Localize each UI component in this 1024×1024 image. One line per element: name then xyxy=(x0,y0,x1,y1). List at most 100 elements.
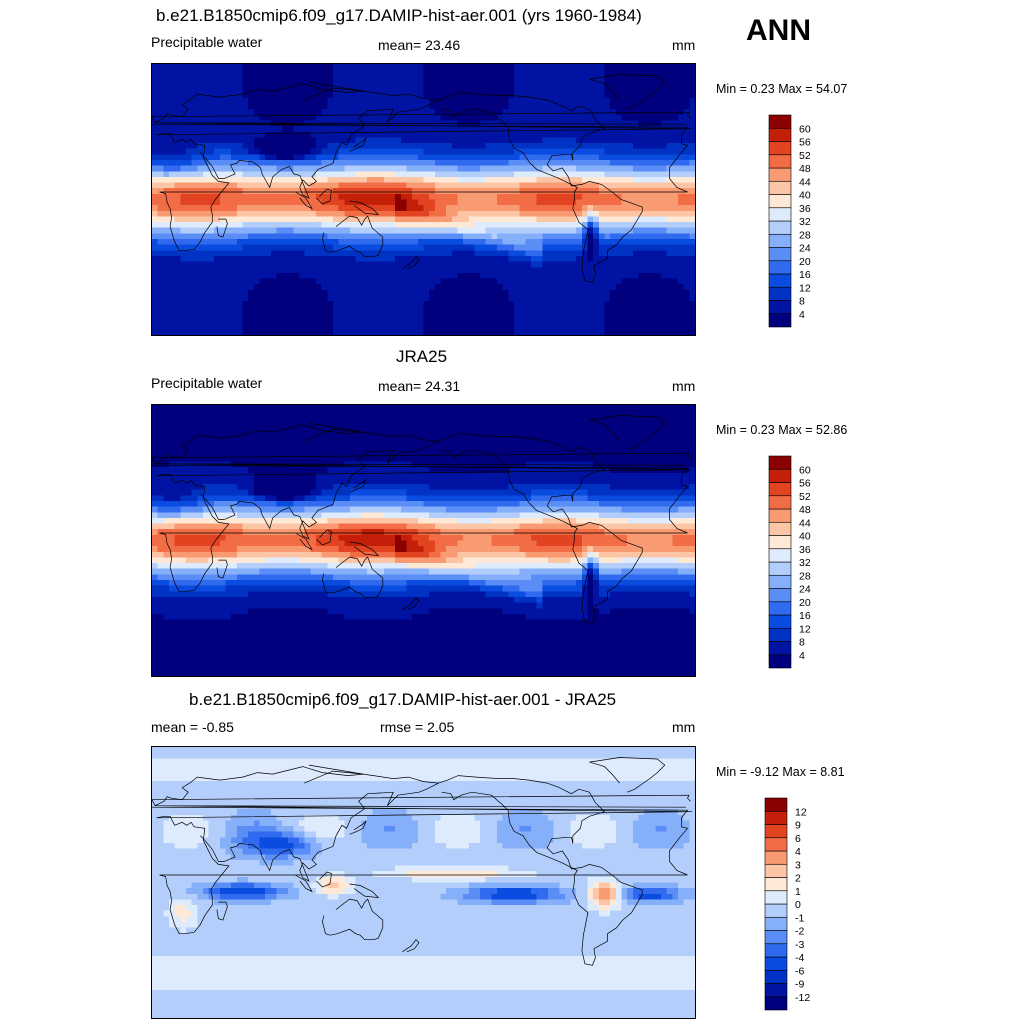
colorbar-tick-label: 4 xyxy=(795,846,801,858)
colorbar-tick-label: 6 xyxy=(795,833,801,845)
colorbar-tick-label: 60 xyxy=(799,123,811,135)
colorbar-tick-label: 56 xyxy=(799,137,811,149)
colorbar-tick-label: 0 xyxy=(795,899,801,911)
colorbar-box xyxy=(768,521,792,536)
colorbar-tick-label: 52 xyxy=(799,150,811,162)
panel3-minmax: Min = -9.12 Max = 8.81 xyxy=(716,765,845,779)
colorbar-box xyxy=(768,167,792,182)
colorbar-tick-label: -3 xyxy=(795,939,804,951)
colorbar-box xyxy=(768,207,792,222)
colorbar-tick-label: 32 xyxy=(799,216,811,228)
colorbar-box xyxy=(768,194,792,209)
colorbar-tick-label: -9 xyxy=(795,979,804,991)
colorbar-box xyxy=(764,956,788,971)
colorbar-tick-label: -1 xyxy=(795,912,804,924)
colorbar-box xyxy=(768,220,792,235)
panel3-map xyxy=(151,746,696,1019)
colorbar-box xyxy=(768,495,792,510)
colorbar-box xyxy=(768,574,792,589)
coastline xyxy=(152,415,693,624)
colorbar-box xyxy=(768,508,792,523)
colorbar-box xyxy=(764,797,788,812)
colorbar-box xyxy=(768,468,792,483)
colorbar-tick-label: -4 xyxy=(795,952,804,964)
panel3-rmse-label: rmse = 2.05 xyxy=(380,719,455,735)
colorbar-tick-label: 4 xyxy=(799,309,805,321)
panel3-mean-label: mean = -0.85 xyxy=(151,719,234,735)
colorbar-tick-label: 48 xyxy=(799,504,811,516)
colorbar-tick-label: -12 xyxy=(795,992,810,1004)
panel3-colorbar: -12 -9 -6 -4 -3 -2 -1 0 1 2 3 4 6 9 12 xyxy=(764,797,825,1013)
coastline xyxy=(152,757,693,966)
colorbar-box xyxy=(768,535,792,550)
colorbar-box xyxy=(768,180,792,195)
panel2-mean-label: mean= 24.31 xyxy=(378,378,461,394)
colorbar-tick-label: 28 xyxy=(799,570,811,582)
panel3-map-svg xyxy=(152,747,695,1018)
colorbar-tick-label: 9 xyxy=(795,820,801,832)
colorbar-box xyxy=(764,903,788,918)
panel1-mean-label: mean= 23.46 xyxy=(378,37,461,53)
colorbar-tick-label: 24 xyxy=(799,584,811,596)
colorbar-tick-label: 36 xyxy=(799,203,811,215)
panel1-variable-label: Precipitable water xyxy=(151,34,263,50)
colorbar-tick-label: 1 xyxy=(795,886,801,898)
colorbar-tick-label: 12 xyxy=(795,806,807,818)
colorbar-tick-label: 12 xyxy=(799,282,811,294)
colorbar-box xyxy=(768,233,792,248)
colorbar-tick-label: 28 xyxy=(799,229,811,241)
colorbar-tick-label: 8 xyxy=(799,296,805,308)
colorbar-tick-label: 56 xyxy=(799,478,811,490)
colorbar-box xyxy=(768,286,792,301)
colorbar-tick-label: -2 xyxy=(795,926,804,938)
colorbar-box xyxy=(764,837,788,852)
colorbar-tick-label: 16 xyxy=(799,269,811,281)
colorbar-tick-label: 40 xyxy=(799,531,811,543)
colorbar-tick-label: 48 xyxy=(799,163,811,175)
panel1-map-svg xyxy=(152,64,695,335)
colorbar-box xyxy=(764,863,788,878)
colorbar-box xyxy=(768,114,792,129)
colorbar-tick-label: 32 xyxy=(799,557,811,569)
season-label: ANN xyxy=(746,14,811,47)
colorbar-tick-label: -6 xyxy=(795,965,804,977)
colorbar-box xyxy=(768,548,792,563)
colorbar-box xyxy=(768,141,792,156)
colorbar-box xyxy=(768,588,792,603)
colorbar-tick-label: 2 xyxy=(795,873,801,885)
colorbar-box xyxy=(764,930,788,945)
colorbar-tick-label: 24 xyxy=(799,243,811,255)
panel3-units-label: mm xyxy=(672,719,696,735)
colorbar-box xyxy=(768,627,792,642)
panel1-minmax: Min = 0.23 Max = 54.07 xyxy=(716,82,848,96)
colorbar-box xyxy=(764,996,788,1011)
panel1-units-label: mm xyxy=(672,37,696,53)
colorbar-tick-label: 60 xyxy=(799,464,811,476)
colorbar-box xyxy=(768,614,792,629)
panel2-map xyxy=(151,404,696,677)
colorbar-box xyxy=(768,313,792,328)
colorbar-tick-label: 12 xyxy=(799,623,811,635)
colorbar-box xyxy=(764,943,788,958)
colorbar-box xyxy=(764,824,788,839)
colorbar-box xyxy=(764,810,788,825)
colorbar-tick-label: 40 xyxy=(799,190,811,202)
colorbar-tick-label: 16 xyxy=(799,610,811,622)
panel3-title: b.e21.B1850cmip6.f09_g17.DAMIP-hist-aer.… xyxy=(189,690,617,709)
colorbar-box xyxy=(764,916,788,931)
colorbar-box xyxy=(764,983,788,998)
coastline xyxy=(152,74,693,283)
colorbar-box xyxy=(764,850,788,865)
colorbar-box xyxy=(768,561,792,576)
colorbar-tick-label: 52 xyxy=(799,491,811,503)
colorbar-box xyxy=(764,969,788,984)
colorbar-box xyxy=(768,127,792,142)
colorbar-tick-label: 36 xyxy=(799,544,811,556)
panel1-map xyxy=(151,63,696,336)
colorbar-box xyxy=(764,890,788,905)
panel2-colorbar: 4 8 12 16 20 24 28 32 36 40 44 48 52 56 60 xyxy=(768,455,829,671)
colorbar-box xyxy=(768,641,792,656)
map-field xyxy=(152,64,695,335)
